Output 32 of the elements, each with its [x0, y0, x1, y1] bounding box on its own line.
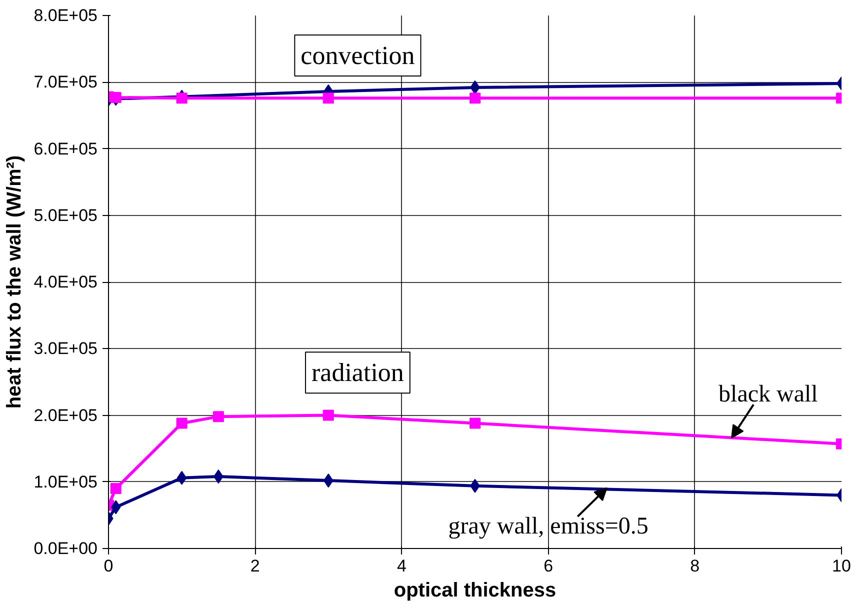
y-tick-label: 5.0E+05 — [34, 206, 98, 225]
point — [176, 470, 187, 485]
point — [110, 500, 121, 514]
point — [470, 418, 480, 429]
y-tick-label: 2.0E+05 — [34, 406, 98, 425]
point — [176, 92, 188, 104]
annotation: gray wall, emiss=0.5 — [448, 514, 648, 540]
point — [110, 483, 122, 494]
point — [470, 92, 480, 104]
point — [110, 92, 122, 103]
y-tick-label: 0.0E+00 — [34, 539, 98, 558]
x-tick-label: 2 — [250, 556, 260, 576]
x-tick-label: 10 — [832, 556, 851, 576]
y-tick-label: 7.0E+05 — [34, 72, 98, 92]
annotation: black wall — [718, 382, 818, 408]
point — [322, 410, 334, 421]
annotation: radiation — [312, 358, 404, 388]
point — [176, 418, 188, 429]
x-tick-label: 8 — [690, 556, 700, 576]
y-tick-label: 6.0E+05 — [34, 139, 98, 158]
x-axis-title: optical thickness — [394, 580, 556, 602]
y-tick-label: 3.0E+05 — [34, 339, 98, 358]
point — [322, 92, 334, 104]
x-tick-label: 4 — [396, 556, 406, 576]
y-axis-title: heat flux to the wall (W/m²) — [4, 155, 26, 409]
point — [212, 411, 224, 422]
y-tick-label: 1.0E+05 — [34, 472, 98, 492]
y-tick-label: 8.0E+05 — [34, 6, 98, 25]
y-tick-label: 4.0E+05 — [34, 272, 98, 292]
x-tick-label: 6 — [544, 556, 554, 576]
annotation: convection — [300, 40, 415, 70]
x-tick-label: 0 — [104, 556, 114, 576]
